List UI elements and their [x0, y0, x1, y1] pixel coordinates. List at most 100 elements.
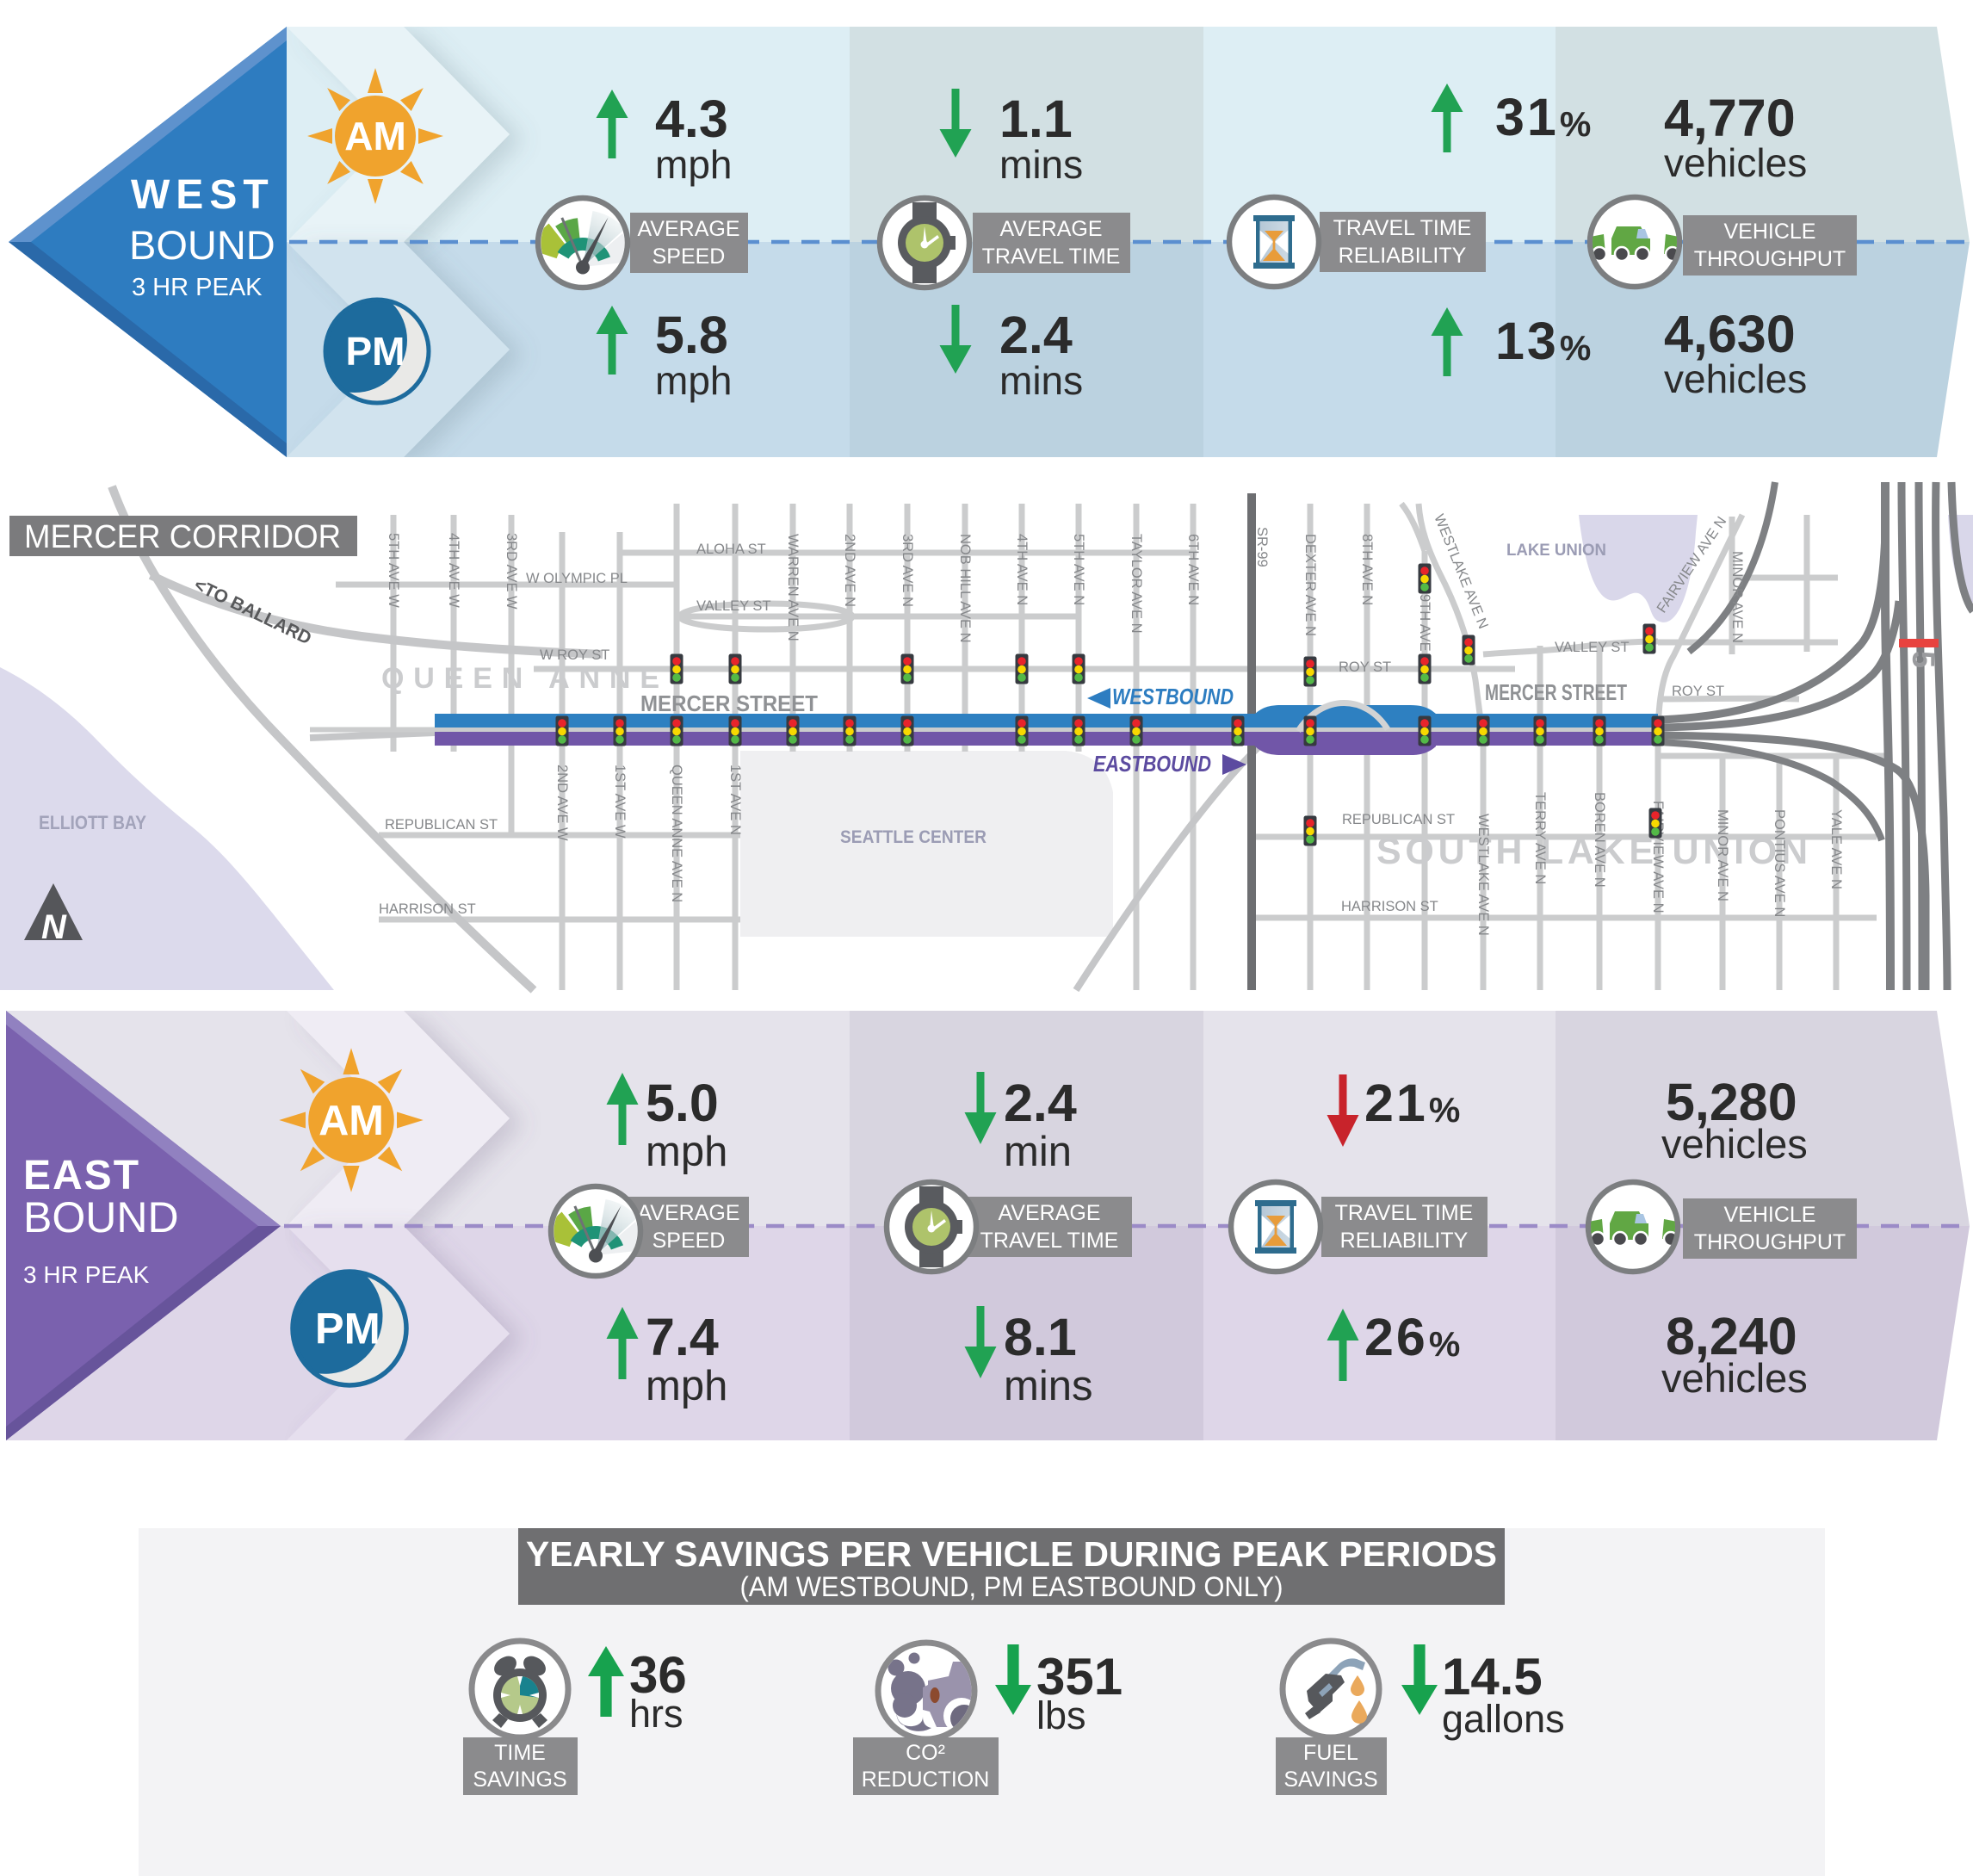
- svg-text:NOB HILL AVE N: NOB HILL AVE N: [957, 534, 973, 643]
- svg-text:8.1: 8.1: [1004, 1308, 1077, 1366]
- svg-text:THROUGHPUT: THROUGHPUT: [1694, 1230, 1846, 1254]
- svg-text:vehicles: vehicles: [1664, 140, 1807, 185]
- svg-text:4TH AVE N: 4TH AVE N: [1014, 534, 1030, 605]
- svg-text:EASTBOUND: EASTBOUND: [1093, 751, 1211, 777]
- svg-text:EAST: EAST: [23, 1153, 140, 1198]
- svg-text:AVERAGE: AVERAGE: [998, 1201, 1100, 1225]
- svg-text:SOUTH LAKE UNION: SOUTH LAKE UNION: [1376, 831, 1808, 872]
- svg-text:vehicles: vehicles: [1661, 1355, 1808, 1401]
- svg-text:AVERAGE: AVERAGE: [637, 1201, 739, 1225]
- svg-text:HARRISON ST: HARRISON ST: [1341, 899, 1438, 914]
- svg-text:MERCER CORRIDOR: MERCER CORRIDOR: [24, 519, 341, 555]
- svg-text:LAKE UNION: LAKE UNION: [1506, 542, 1606, 560]
- svg-text:4TH AVE W: 4TH AVE W: [446, 533, 461, 608]
- svg-text:mph: mph: [646, 1129, 727, 1175]
- svg-text:13%: 13%: [1495, 312, 1591, 370]
- svg-text:PONTIUS AVE N: PONTIUS AVE N: [1772, 809, 1787, 917]
- svg-text:YALE AVE N: YALE AVE N: [1828, 809, 1844, 889]
- svg-text:lbs: lbs: [1036, 1693, 1086, 1737]
- svg-text:AVERAGE: AVERAGE: [637, 217, 739, 241]
- svg-text:1.1: 1.1: [999, 90, 1073, 148]
- svg-text:mins: mins: [1004, 1363, 1092, 1409]
- svg-text:mins: mins: [999, 142, 1083, 187]
- svg-text:8TH AVE N: 8TH AVE N: [1359, 534, 1375, 605]
- svg-text:SAVINGS: SAVINGS: [473, 1768, 566, 1792]
- svg-text:MINOR AVE N: MINOR AVE N: [1729, 551, 1745, 643]
- svg-text:TRAVEL TIME: TRAVEL TIME: [1335, 1201, 1474, 1225]
- svg-text:9TH AVE N: 9TH AVE N: [1417, 594, 1432, 666]
- svg-text:W ROY ST: W ROY ST: [540, 647, 609, 663]
- svg-text:mph: mph: [655, 358, 732, 403]
- svg-text:2ND AVE W: 2ND AVE W: [554, 765, 570, 841]
- svg-text:N: N: [41, 908, 67, 946]
- svg-text:QUEEN ANNE: QUEEN ANNE: [381, 662, 659, 695]
- svg-text:TIME: TIME: [494, 1741, 546, 1765]
- svg-text:BOUND: BOUND: [129, 222, 275, 268]
- svg-text:REPUBLICAN ST: REPUBLICAN ST: [385, 817, 498, 833]
- svg-text:MERCER STREET: MERCER STREET: [1485, 679, 1627, 705]
- svg-text:WARREN AVE N: WARREN AVE N: [785, 534, 801, 641]
- svg-text:TRAVEL TIME: TRAVEL TIME: [1333, 216, 1472, 240]
- svg-text:RELIABILITY: RELIABILITY: [1339, 244, 1467, 268]
- svg-text:ROY ST: ROY ST: [1339, 659, 1391, 675]
- svg-text:3RD AVE W: 3RD AVE W: [504, 533, 519, 610]
- svg-text:BOUND: BOUND: [23, 1193, 179, 1241]
- svg-text:3 HR PEAK: 3 HR PEAK: [23, 1261, 150, 1288]
- svg-text:min: min: [1004, 1129, 1072, 1175]
- svg-text:3 HR PEAK: 3 HR PEAK: [132, 274, 263, 301]
- svg-text:4.3: 4.3: [655, 90, 728, 148]
- svg-text:SPEED: SPEED: [653, 245, 726, 269]
- svg-text:TRAVEL TIME: TRAVEL TIME: [982, 245, 1121, 269]
- svg-text:2.4: 2.4: [1004, 1074, 1077, 1132]
- svg-text:YEARLY SAVINGS PER VEHICLE DUR: YEARLY SAVINGS PER VEHICLE DURING PEAK P…: [526, 1534, 1497, 1574]
- svg-text:5.0: 5.0: [646, 1074, 719, 1132]
- svg-text:mins: mins: [999, 358, 1083, 403]
- svg-text:MERCER STREET: MERCER STREET: [640, 690, 818, 716]
- svg-text:7.4: 7.4: [646, 1308, 719, 1366]
- svg-text:WEST: WEST: [131, 172, 275, 218]
- svg-text:CO²: CO²: [906, 1741, 945, 1765]
- svg-text:5TH AVE W: 5TH AVE W: [386, 533, 401, 608]
- svg-text:2.4: 2.4: [999, 306, 1073, 364]
- svg-text:5,280: 5,280: [1666, 1073, 1797, 1131]
- svg-text:4,630: 4,630: [1664, 305, 1796, 363]
- svg-text:SPEED: SPEED: [653, 1229, 726, 1253]
- svg-text:REPUBLICAN ST: REPUBLICAN ST: [1342, 812, 1455, 827]
- svg-text:SAVINGS: SAVINGS: [1283, 1768, 1377, 1792]
- svg-text:14.5: 14.5: [1442, 1648, 1543, 1706]
- svg-text:WESTLAKE AVE N: WESTLAKE AVE N: [1475, 814, 1491, 936]
- svg-text:VEHICLE: VEHICLE: [1724, 1203, 1816, 1227]
- svg-text:VEHICLE: VEHICLE: [1724, 220, 1816, 244]
- svg-text:5: 5: [1906, 651, 1941, 668]
- svg-text:3RD AVE N: 3RD AVE N: [900, 534, 915, 607]
- svg-text:gallons: gallons: [1442, 1697, 1565, 1741]
- svg-text:HARRISON ST: HARRISON ST: [379, 901, 476, 917]
- svg-text:BOREN AVE N: BOREN AVE N: [1592, 792, 1607, 888]
- svg-text:5TH AVE N: 5TH AVE N: [1071, 534, 1086, 605]
- svg-text:RELIABILITY: RELIABILITY: [1340, 1229, 1469, 1253]
- svg-text:<TO BALLARD: <TO BALLARD: [191, 575, 314, 649]
- svg-text:36: 36: [629, 1646, 687, 1704]
- svg-text:MINOR AVE N: MINOR AVE N: [1715, 809, 1730, 901]
- svg-text:21%: 21%: [1364, 1074, 1460, 1132]
- svg-text:REDUCTION: REDUCTION: [862, 1768, 990, 1792]
- svg-text:ALOHA ST: ALOHA ST: [696, 542, 766, 557]
- svg-text:1ST AVE N: 1ST AVE N: [727, 765, 743, 835]
- svg-text:ELLIOTT BAY: ELLIOTT BAY: [39, 812, 146, 833]
- svg-text:SEATTLE CENTER: SEATTLE CENTER: [840, 827, 987, 847]
- svg-text:2ND AVE N: 2ND AVE N: [842, 534, 857, 607]
- svg-text:THROUGHPUT: THROUGHPUT: [1694, 247, 1846, 271]
- svg-text:1ST AVE W: 1ST AVE W: [612, 765, 628, 839]
- svg-text:vehicles: vehicles: [1664, 356, 1807, 401]
- svg-text:(AM WESTBOUND, PM EASTBOUND ON: (AM WESTBOUND, PM EASTBOUND ONLY): [740, 1571, 1283, 1602]
- svg-text:8,240: 8,240: [1666, 1307, 1797, 1365]
- svg-text:VALLEY ST: VALLEY ST: [696, 598, 771, 614]
- svg-text:TRAVEL TIME: TRAVEL TIME: [980, 1229, 1119, 1253]
- svg-text:351: 351: [1036, 1648, 1123, 1706]
- svg-text:W OLYMPIC PL: W OLYMPIC PL: [526, 571, 628, 586]
- svg-text:WESTBOUND: WESTBOUND: [1112, 684, 1234, 709]
- svg-text:QUEEN ANNE AVE N: QUEEN ANNE AVE N: [669, 765, 684, 902]
- svg-text:vehicles: vehicles: [1661, 1121, 1808, 1167]
- svg-text:6TH AVE N: 6TH AVE N: [1185, 534, 1201, 605]
- svg-text:4,770: 4,770: [1664, 89, 1796, 147]
